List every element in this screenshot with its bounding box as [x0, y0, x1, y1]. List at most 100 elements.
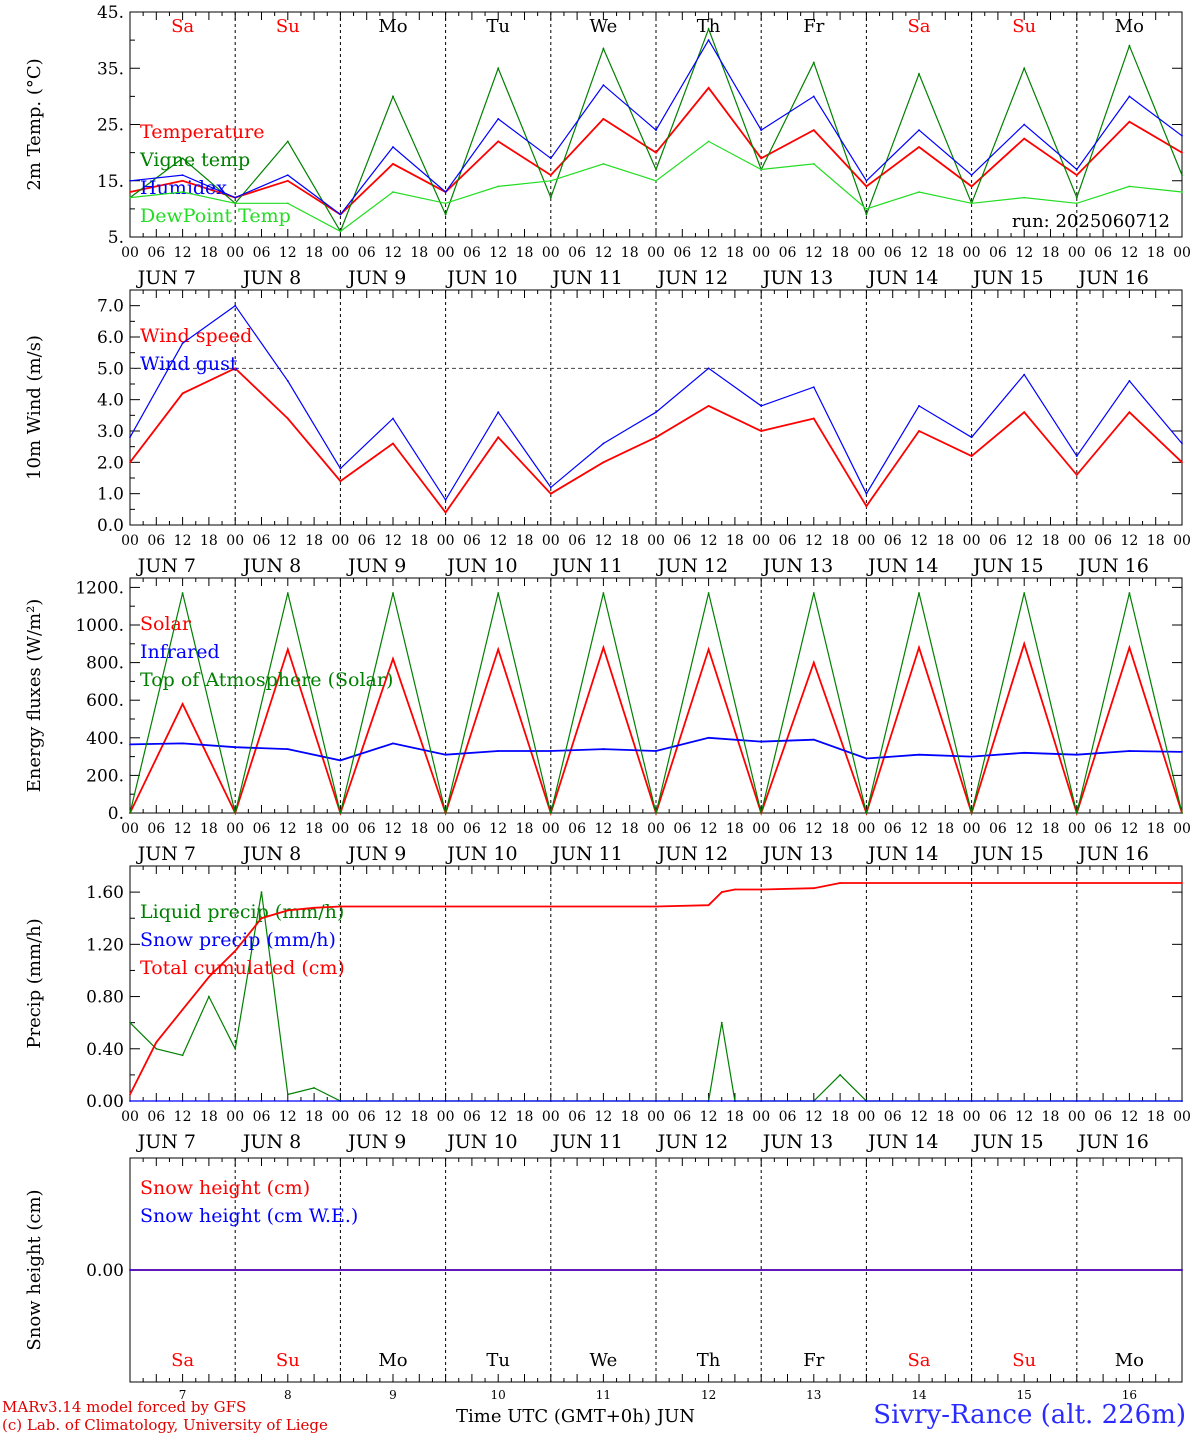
hour-tick-label: 12: [384, 821, 402, 837]
hour-tick-label: 00: [752, 245, 770, 261]
day-of-week-label: Mo: [378, 1350, 407, 1371]
hour-tick-label: 06: [884, 1109, 902, 1125]
data-point: [444, 1100, 447, 1102]
data-point: [286, 1093, 289, 1096]
hour-tick-label: 12: [384, 245, 402, 261]
hour-tick-label: 06: [989, 821, 1007, 837]
data-point: [760, 888, 763, 891]
hour-tick-label: 06: [1094, 1109, 1112, 1125]
data-point: [286, 648, 289, 651]
data-point: [970, 812, 973, 814]
series-line-green: [129, 892, 1182, 1102]
y-tick-label: 1200.: [75, 578, 124, 598]
data-point: [602, 748, 605, 750]
hour-tick-label: 06: [568, 245, 586, 261]
day-of-week-label: We: [590, 1350, 618, 1371]
hour-tick-label: 00: [121, 821, 139, 837]
hour-tick-label: 18: [831, 821, 849, 837]
date-label: JUN 16: [1076, 555, 1148, 577]
data-point: [1075, 1100, 1078, 1102]
data-point: [1128, 44, 1131, 47]
data-point: [234, 1047, 237, 1050]
hour-tick-label: 18: [621, 245, 639, 261]
data-point: [865, 207, 868, 210]
hour-tick-label: 00: [542, 533, 560, 549]
data-point: [444, 511, 447, 514]
data-point: [181, 179, 184, 182]
date-label: JUN 14: [866, 555, 938, 577]
hour-tick-label: 18: [726, 1109, 744, 1125]
data-point: [392, 191, 394, 193]
y-tick-label: 0.0: [97, 516, 124, 536]
data-point: [129, 1100, 131, 1102]
y-axis-label: Precip (mm/h): [24, 918, 45, 1048]
series-line-red: [129, 882, 1182, 1095]
data-point: [339, 905, 342, 908]
legend-entry: Temperature: [140, 121, 264, 143]
data-point: [970, 755, 973, 758]
data-point: [392, 592, 394, 594]
date-label: JUN 16: [1076, 267, 1148, 289]
day-number-label: 16: [1122, 1388, 1137, 1402]
hour-tick-label: 06: [884, 533, 902, 549]
hour-tick-label: 18: [936, 533, 954, 549]
data-point: [707, 405, 710, 407]
date-label: JUN 16: [1076, 1131, 1148, 1153]
data-point: [1128, 750, 1131, 752]
hour-tick-label: 00: [1068, 533, 1086, 549]
hour-tick-label: 12: [805, 821, 823, 837]
data-point: [812, 386, 815, 389]
data-point: [392, 146, 394, 148]
data-point: [707, 592, 710, 594]
date-label: JUN 9: [346, 555, 406, 577]
data-point: [1181, 1269, 1183, 1271]
legend-entry: Total cumulated (cm): [140, 957, 345, 979]
hour-tick-label: 12: [805, 533, 823, 549]
data-point: [286, 379, 289, 382]
day-number-label: 13: [806, 1388, 821, 1402]
hour-tick-label: 18: [621, 821, 639, 837]
hour-tick-label: 18: [1147, 1109, 1165, 1125]
data-point: [1023, 751, 1026, 754]
hour-tick-label: 00: [1068, 1109, 1086, 1125]
day-of-week-label: Su: [276, 1350, 300, 1371]
data-point: [234, 1100, 237, 1102]
data-point: [286, 592, 289, 594]
date-label: JUN 13: [761, 267, 833, 289]
hour-tick-label: 06: [568, 1109, 586, 1125]
data-point: [339, 213, 342, 216]
data-point: [760, 168, 763, 171]
y-tick-label: 0.40: [86, 1040, 124, 1060]
hour-tick-label: 06: [779, 1109, 797, 1125]
hour-tick-label: 06: [884, 245, 902, 261]
data-point: [707, 904, 710, 907]
date-label: JUN 8: [241, 555, 301, 577]
y-tick-label: 800.: [86, 654, 124, 674]
y-tick-label: 0.00: [86, 1261, 124, 1281]
date-label: JUN 12: [656, 555, 728, 577]
day-of-week-label: Sa: [907, 16, 930, 37]
day-of-week-label: Sa: [171, 1350, 194, 1371]
hour-tick-label: 12: [910, 245, 928, 261]
data-point: [392, 417, 394, 420]
data-point: [392, 162, 394, 165]
data-point: [865, 757, 868, 760]
data-point: [234, 196, 237, 199]
date-label: JUN 7: [136, 555, 196, 577]
day-of-week-label: Mo: [1115, 16, 1144, 37]
data-point: [286, 140, 289, 143]
data-point: [707, 27, 710, 30]
hour-tick-label: 18: [410, 533, 428, 549]
data-point: [392, 742, 394, 745]
data-point: [234, 304, 237, 307]
data-point: [1075, 473, 1078, 476]
data-point: [1128, 185, 1131, 188]
hour-tick-label: 00: [857, 245, 875, 261]
date-label: JUN 11: [550, 1131, 622, 1153]
hour-tick-label: 18: [516, 1109, 534, 1125]
data-point: [812, 129, 815, 132]
legend-entry: Snow height (cm W.E.): [140, 1205, 358, 1227]
data-point: [1181, 812, 1183, 814]
y-tick-label: 5.: [108, 228, 124, 248]
data-point: [839, 1073, 841, 1076]
